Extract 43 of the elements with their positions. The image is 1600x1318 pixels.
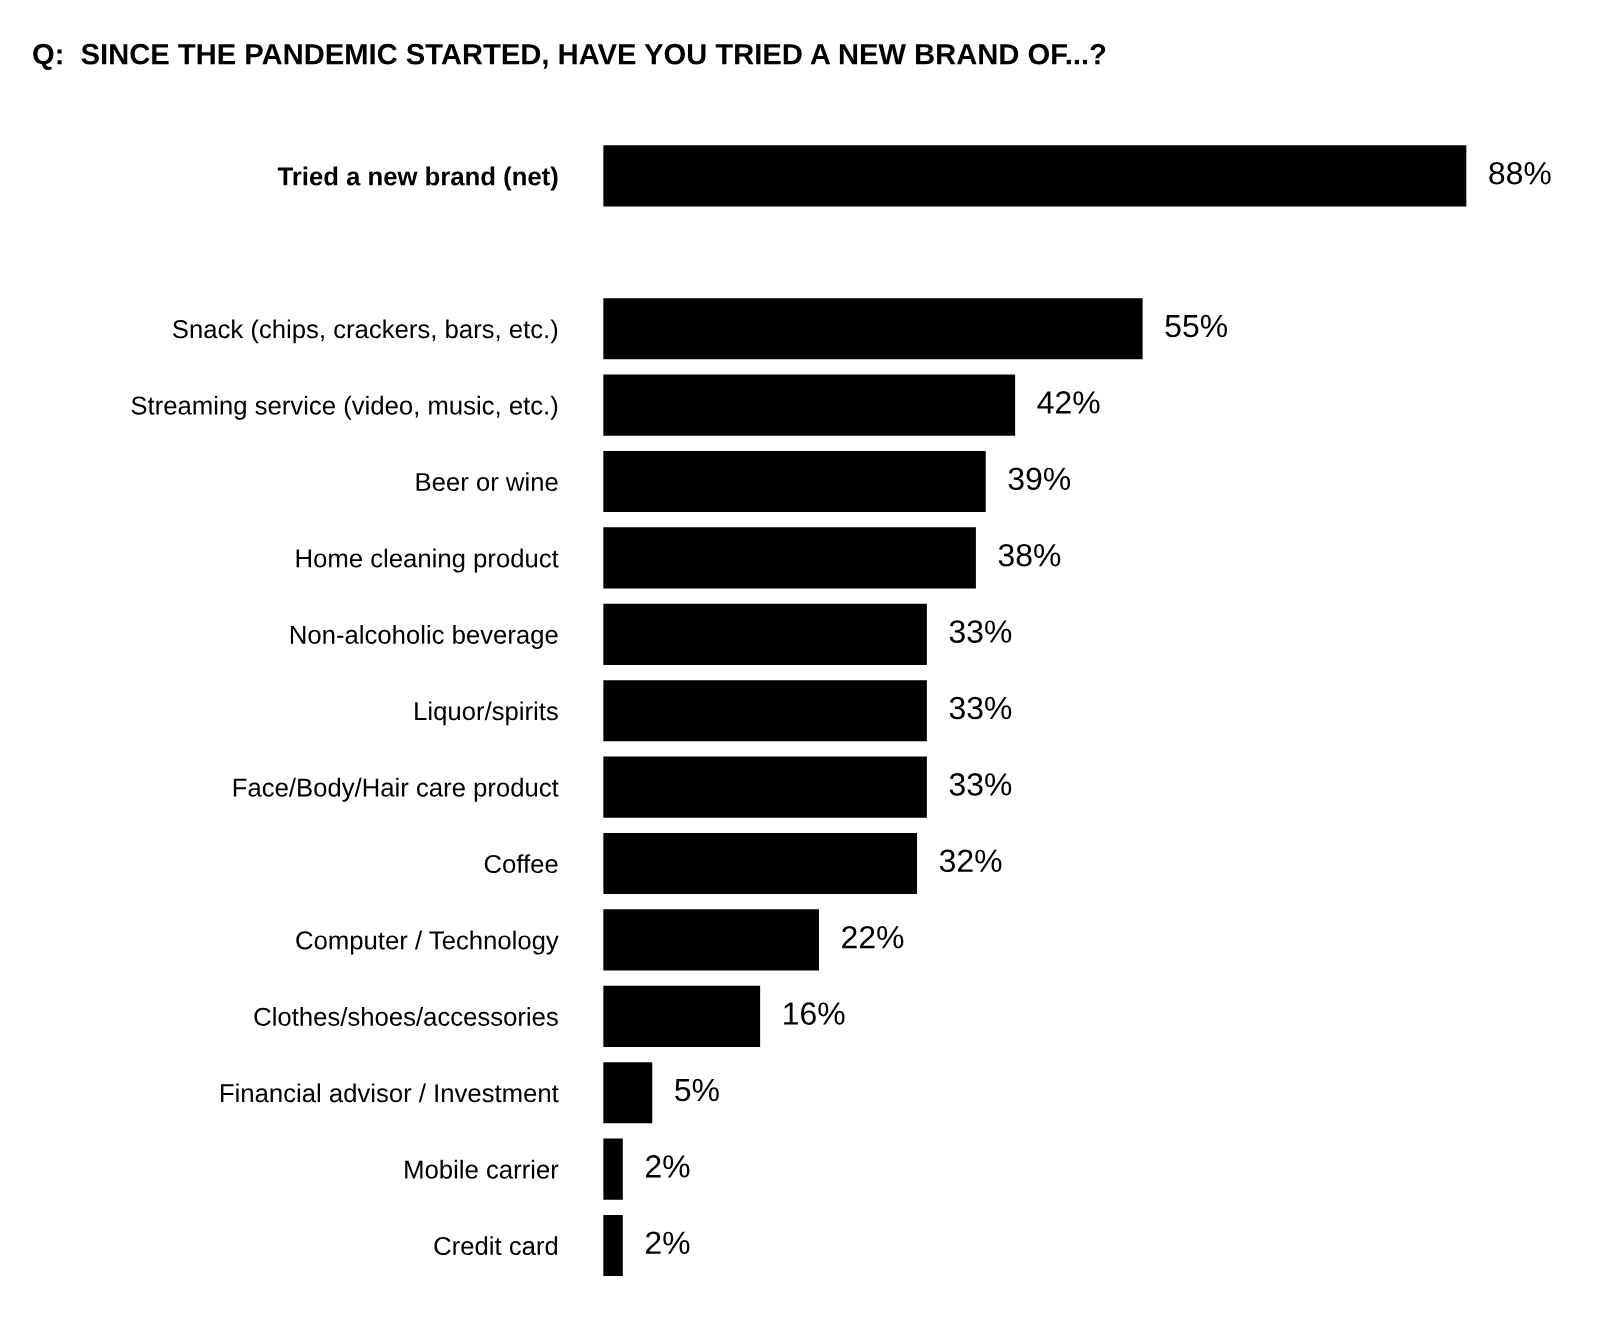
data-label: 16% [784, 1002, 845, 1025]
data-label: 88% [1489, 161, 1551, 185]
bar [603, 1214, 623, 1277]
data-label: 55% [1165, 314, 1228, 338]
bar [603, 374, 1016, 436]
y-tick-label: Tried a new brand (net) [277, 166, 558, 191]
y-tick-label: Home cleaning product [296, 548, 559, 573]
bar [603, 450, 986, 513]
data-label: 39% [1008, 467, 1071, 491]
bar [603, 909, 819, 971]
data-label: 33% [949, 773, 1012, 796]
data-label: 2% [646, 1155, 690, 1178]
y-tick-label: Coffee [484, 854, 558, 874]
bar [603, 298, 1143, 360]
bar [603, 832, 918, 895]
chart-title: Q: SINCE THE PANDEMIC STARTED, HAVE YOU TRIED A NEW BRAND OF...? [33, 43, 1106, 70]
bar [603, 1138, 623, 1200]
y-tick-label: Non-alcoholic beverage [290, 625, 558, 649]
y-tick-label: Beer or wine [416, 472, 558, 492]
y-tick-label: Face/Body/Hair care product [233, 777, 559, 802]
bar [603, 985, 761, 1047]
bar [603, 527, 976, 589]
data-label: 33% [949, 696, 1012, 720]
bar [603, 756, 927, 818]
bar [603, 680, 927, 742]
y-tick-label: Clothes/shoes/accessories [254, 1007, 558, 1026]
data-label: 22% [842, 925, 904, 949]
data-label: 33% [949, 620, 1012, 643]
y-tick-label: Mobile carrier [405, 1159, 559, 1179]
data-label: 42% [1037, 391, 1100, 414]
y-tick-label: Liquor/spirits [415, 701, 558, 726]
y-tick-label: Computer / Technology [296, 930, 559, 955]
data-label: 5% [675, 1078, 719, 1102]
y-tick-label: Credit card [434, 1236, 558, 1256]
data-label: 38% [998, 543, 1061, 567]
bar [603, 1062, 653, 1124]
y-tick-label: Financial advisor / Investment [221, 1083, 559, 1103]
y-tick-label: Streaming service (video, music, etc.) [131, 395, 558, 420]
data-label: 2% [646, 1231, 690, 1254]
y-tick-label: Snack (chips, crackers, bars, etc.) [172, 319, 558, 344]
bar [603, 603, 927, 665]
bar [603, 145, 1467, 207]
data-label: 32% [939, 849, 1002, 873]
